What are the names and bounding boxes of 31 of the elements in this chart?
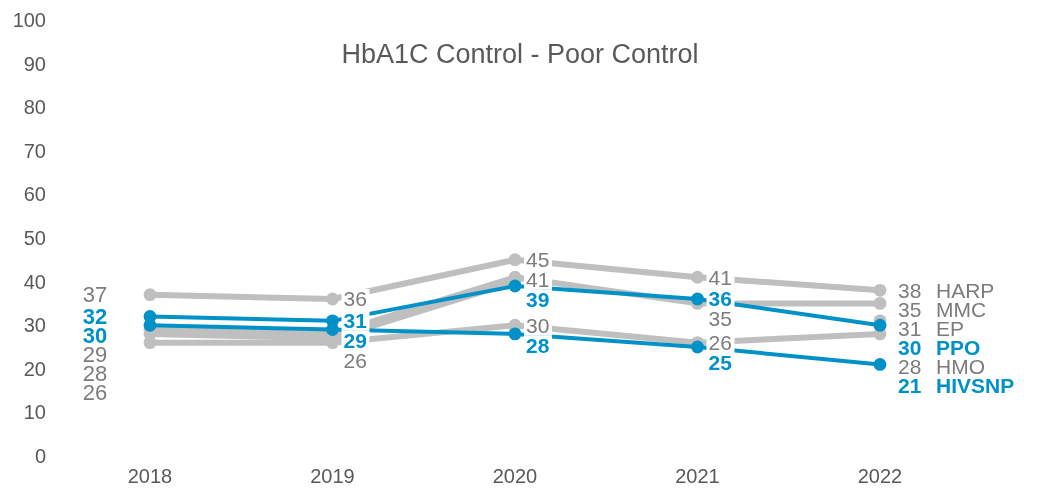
data-label: 28 (526, 333, 550, 357)
x-tick-label: 2019 (310, 465, 355, 487)
y-tick-label: 100 (12, 9, 46, 31)
data-label: 37 (82, 282, 108, 308)
data-label: 45 (526, 248, 550, 272)
data-label: 26 (82, 380, 108, 406)
y-tick-label: 40 (23, 270, 46, 293)
data-label: 39 (526, 288, 550, 312)
y-tick-label: 10 (23, 401, 46, 424)
data-label: 36 (343, 287, 367, 311)
data-label: 25 (708, 350, 733, 374)
y-tick-label: 20 (23, 357, 46, 380)
x-tick-label: 2020 (492, 465, 538, 487)
data-label: 36 (708, 287, 732, 311)
data-label: 29 (343, 329, 367, 353)
y-tick-label: 90 (23, 52, 46, 75)
x-tick-label: 2022 (857, 465, 903, 487)
y-tick-label: 70 (23, 139, 46, 162)
data-label: 31 (343, 309, 368, 333)
y-tick-label: 60 (23, 183, 46, 206)
y-tick-label: 30 (23, 314, 46, 337)
text: HbA1C Control - Poor Control (341, 39, 699, 69)
y-tick-label: 0 (34, 445, 46, 467)
x-tick-label: 2021 (675, 465, 720, 487)
x-tick-label: 2018 (127, 465, 173, 487)
data-label: 30 (526, 313, 550, 337)
data-label: 26 (708, 330, 732, 354)
data-label: 41 (526, 268, 550, 292)
data-label: 41 (708, 265, 732, 289)
y-tick-label: 50 (23, 227, 46, 249)
y-tick-label: 80 (23, 96, 46, 119)
